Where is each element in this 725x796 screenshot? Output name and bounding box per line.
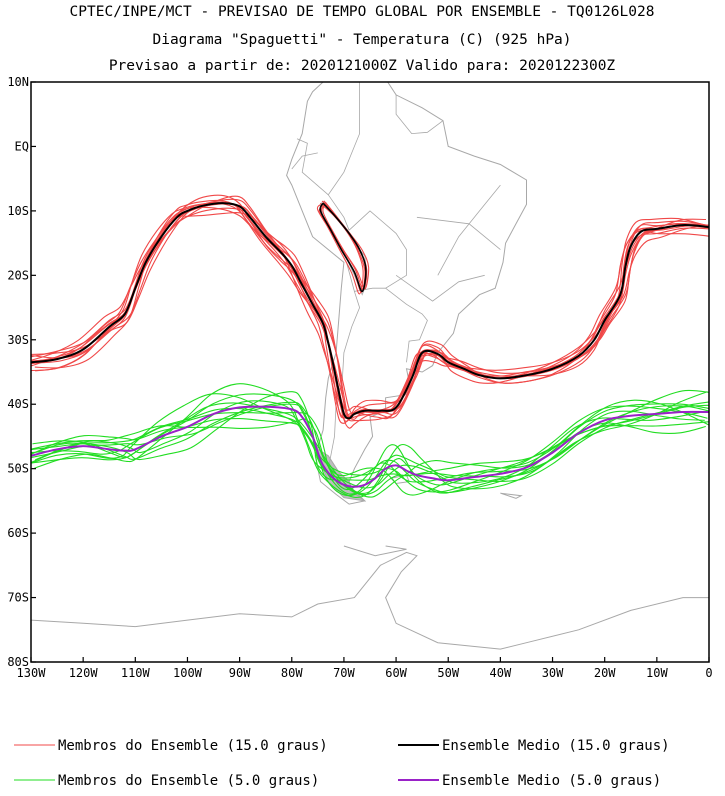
members5-member-line [31,405,708,493]
border-line [327,82,360,231]
members5-member-line [31,399,709,496]
y-tick-label: 70S [7,591,29,605]
x-tick-label: 90W [229,666,251,680]
members5-member-line [32,389,709,495]
south-georgia-outline [500,492,523,499]
border-line [437,184,501,276]
members5-member-line [31,403,709,494]
border-line [291,152,318,170]
mean15-mean-line [31,202,709,420]
contour-lines-layer [31,194,709,499]
x-tick-label: 70W [333,666,355,680]
title-line-1: CPTEC/INPE/MCT - PREVISAO DE TEMPO GLOBA… [70,4,655,20]
x-tick-label: 80W [281,666,303,680]
members15-member-line [31,211,709,429]
legend-label: Membros do Ensemble (15.0 graus) [58,738,328,754]
x-tick-label: 60W [385,666,407,680]
members5-member-line [31,403,705,481]
y-tick-label: 50S [7,462,29,476]
title-line-2: Diagrama "Spaguetti" - Temperatura (C) (… [152,32,571,48]
border-line [395,94,444,135]
members15-member-line [31,198,709,417]
y-tick-label: 10N [7,75,29,89]
plot-frame [30,81,710,663]
south-america-coastline [286,82,527,505]
border-line [395,274,485,302]
legend-label: Ensemble Medio (5.0 graus) [442,773,661,789]
y-tick-label: 40S [7,397,29,411]
y-tick-label: 20S [7,268,29,282]
map-layer [31,82,709,650]
x-tick-label: 50W [437,666,459,680]
mean15-lake-loop [319,202,367,293]
axes-layer: 130W 120W 110W 100W 90W 80W 70W 60W 50W 40W 30W 20W… [7,75,712,680]
x-tick-label: 0 [705,666,712,680]
mean5-mean-line [31,405,709,488]
y-tick-label: EQ [15,139,29,153]
x-tick-label: 10W [646,666,668,680]
antarctica-coastline [31,551,709,650]
shetland-islands-outline [343,545,407,557]
legend-label: Membros do Ensemble (5.0 graus) [58,773,319,789]
x-tick-label: 40W [490,666,512,680]
x-tick-label: 20W [594,666,616,680]
border-line [296,138,329,196]
title-line-3: Previsao a partir de: 2020121000Z Valido… [109,58,616,74]
border-line [416,216,501,250]
border-line [346,210,407,292]
y-tick-label: 60S [7,526,29,540]
legend-label: Ensemble Medio (15.0 graus) [442,738,670,754]
legend: Membros do Ensemble (15.0 graus) Ensemble… [14,738,670,789]
members15-lake-loop [322,201,370,290]
x-tick-label: 120W [69,666,99,680]
x-tick-label: 110W [121,666,151,680]
members5-member-line [34,400,704,489]
x-tick-label: 30W [542,666,564,680]
border-line [327,291,361,469]
border-line [385,287,428,363]
x-tick-label: 100W [173,666,203,680]
members15-member-line [35,202,707,420]
members5-member-line [31,393,709,497]
members15-member-line [31,203,709,419]
x-tick-label: 130W [17,666,47,680]
y-tick-label: 80S [7,655,29,669]
y-tick-label: 10S [7,204,29,218]
y-tick-label: 30S [7,333,29,347]
